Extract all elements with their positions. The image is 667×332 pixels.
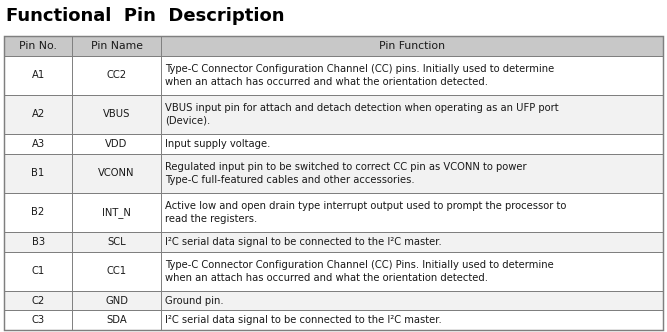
- Text: C2: C2: [31, 295, 45, 305]
- Bar: [4, 36, 663, 55]
- Bar: [4, 252, 663, 291]
- Text: VCONN: VCONN: [98, 168, 135, 178]
- Bar: [4, 291, 663, 310]
- Text: A1: A1: [31, 70, 45, 80]
- Text: C1: C1: [31, 266, 45, 276]
- Text: INT_N: INT_N: [102, 207, 131, 218]
- Text: SCL: SCL: [107, 237, 126, 247]
- Text: GND: GND: [105, 295, 128, 305]
- Bar: [4, 310, 663, 330]
- Text: Regulated input pin to be switched to correct CC pin as VCONN to power
Type-C fu: Regulated input pin to be switched to co…: [165, 162, 526, 185]
- Text: B3: B3: [31, 237, 45, 247]
- Text: I²C serial data signal to be connected to the I²C master.: I²C serial data signal to be connected t…: [165, 315, 442, 325]
- Text: VBUS input pin for attach and detach detection when operating as an UFP port
(De: VBUS input pin for attach and detach det…: [165, 103, 558, 126]
- Text: A2: A2: [31, 110, 45, 120]
- Text: Input supply voltage.: Input supply voltage.: [165, 139, 270, 149]
- Text: I²C serial data signal to be connected to the I²C master.: I²C serial data signal to be connected t…: [165, 237, 442, 247]
- Text: B2: B2: [31, 208, 45, 217]
- Text: C3: C3: [31, 315, 45, 325]
- Bar: [4, 95, 663, 134]
- Text: VBUS: VBUS: [103, 110, 130, 120]
- Text: Type-C Connector Configuration Channel (CC) pins. Initially used to determine
wh: Type-C Connector Configuration Channel (…: [165, 64, 554, 87]
- Bar: [4, 55, 663, 95]
- Text: Active low and open drain type interrupt output used to prompt the processor to
: Active low and open drain type interrupt…: [165, 201, 566, 224]
- Text: Pin No.: Pin No.: [19, 41, 57, 51]
- Bar: [4, 134, 663, 154]
- Text: Ground pin.: Ground pin.: [165, 295, 223, 305]
- Text: Pin Name: Pin Name: [91, 41, 143, 51]
- Bar: [4, 193, 663, 232]
- Text: B1: B1: [31, 168, 45, 178]
- Text: Pin Function: Pin Function: [379, 41, 445, 51]
- Text: Functional  Pin  Description: Functional Pin Description: [6, 7, 285, 25]
- Text: A3: A3: [31, 139, 45, 149]
- Text: CC1: CC1: [107, 266, 127, 276]
- Bar: [4, 154, 663, 193]
- Bar: [4, 232, 663, 252]
- Bar: [4, 36, 663, 330]
- Text: CC2: CC2: [107, 70, 127, 80]
- Text: Type-C Connector Configuration Channel (CC) Pins. Initially used to determine
wh: Type-C Connector Configuration Channel (…: [165, 260, 554, 283]
- Text: VDD: VDD: [105, 139, 127, 149]
- Text: SDA: SDA: [106, 315, 127, 325]
